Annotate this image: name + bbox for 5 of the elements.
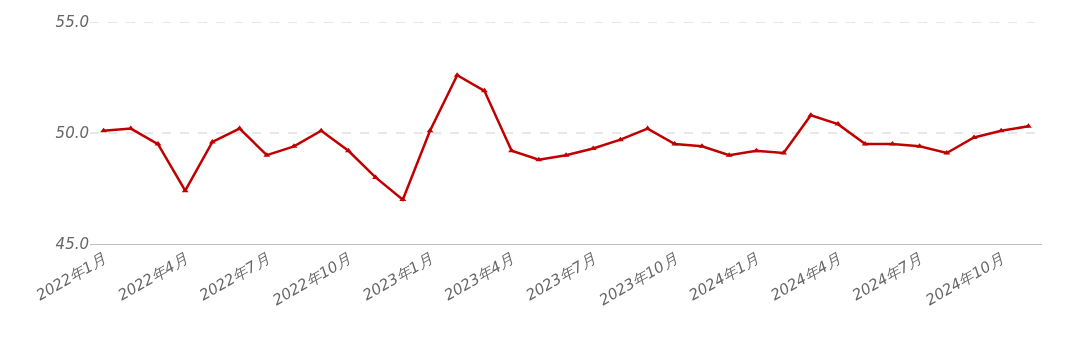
y-tick-label: 45.0	[55, 235, 89, 254]
y-tick-label: 55.0	[55, 13, 89, 32]
point	[616, 136, 624, 142]
point	[236, 125, 244, 131]
y-tick-label: 50.0	[55, 124, 89, 143]
